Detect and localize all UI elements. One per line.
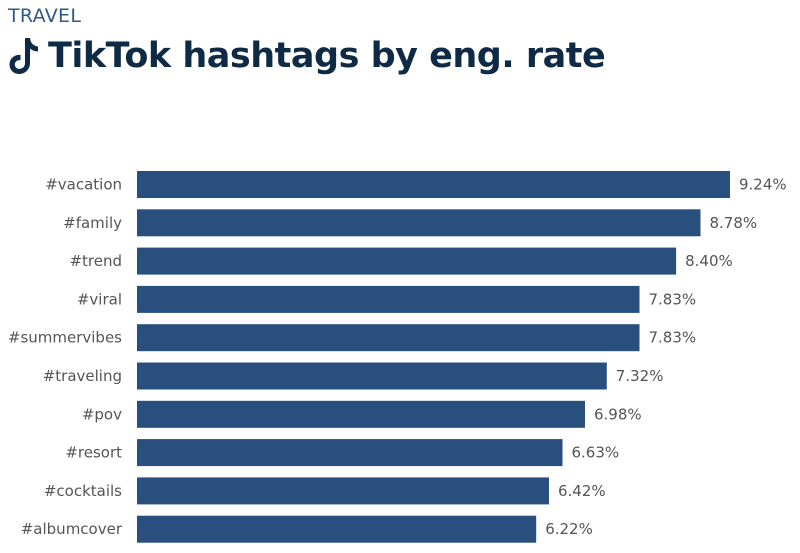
category-label: #viral [77, 290, 122, 308]
value-label: 7.32% [616, 367, 664, 385]
category-label: #vacation [45, 176, 122, 194]
value-label: 8.40% [685, 252, 733, 270]
value-label: 6.98% [594, 405, 642, 423]
value-label: 6.42% [558, 482, 606, 500]
category-label: #summervibes [8, 329, 122, 347]
chart-title: TikTok hashtags by eng. rate [48, 36, 606, 76]
value-label: 7.83% [649, 329, 697, 347]
bar-resort [137, 439, 563, 467]
bar-pov [137, 400, 585, 428]
category-label: #trend [69, 252, 122, 270]
bar-trend [137, 247, 677, 275]
value-label: 9.24% [739, 176, 787, 194]
bar-viral [137, 285, 640, 313]
category-label: #traveling [43, 367, 122, 385]
tiktok-icon [9, 38, 38, 74]
bar-albumcover [137, 515, 537, 543]
chart-header: TikTok hashtags by eng. rate [8, 34, 606, 78]
value-label: 6.63% [572, 444, 620, 462]
section-kicker: TRAVEL [8, 5, 82, 27]
category-label: #albumcover [21, 520, 123, 538]
value-label: 6.22% [545, 520, 593, 538]
bar-summervibes [137, 324, 640, 352]
category-label: #pov [82, 405, 122, 423]
bar-vacation [137, 171, 730, 198]
bar-cocktails [137, 477, 549, 505]
category-label: #resort [65, 444, 122, 462]
category-label: #family [63, 214, 122, 232]
value-label: 7.83% [649, 290, 697, 308]
value-label: 8.78% [710, 214, 758, 232]
bar-traveling [137, 362, 607, 390]
bar-family [137, 209, 701, 237]
category-label: #cocktails [44, 482, 122, 500]
